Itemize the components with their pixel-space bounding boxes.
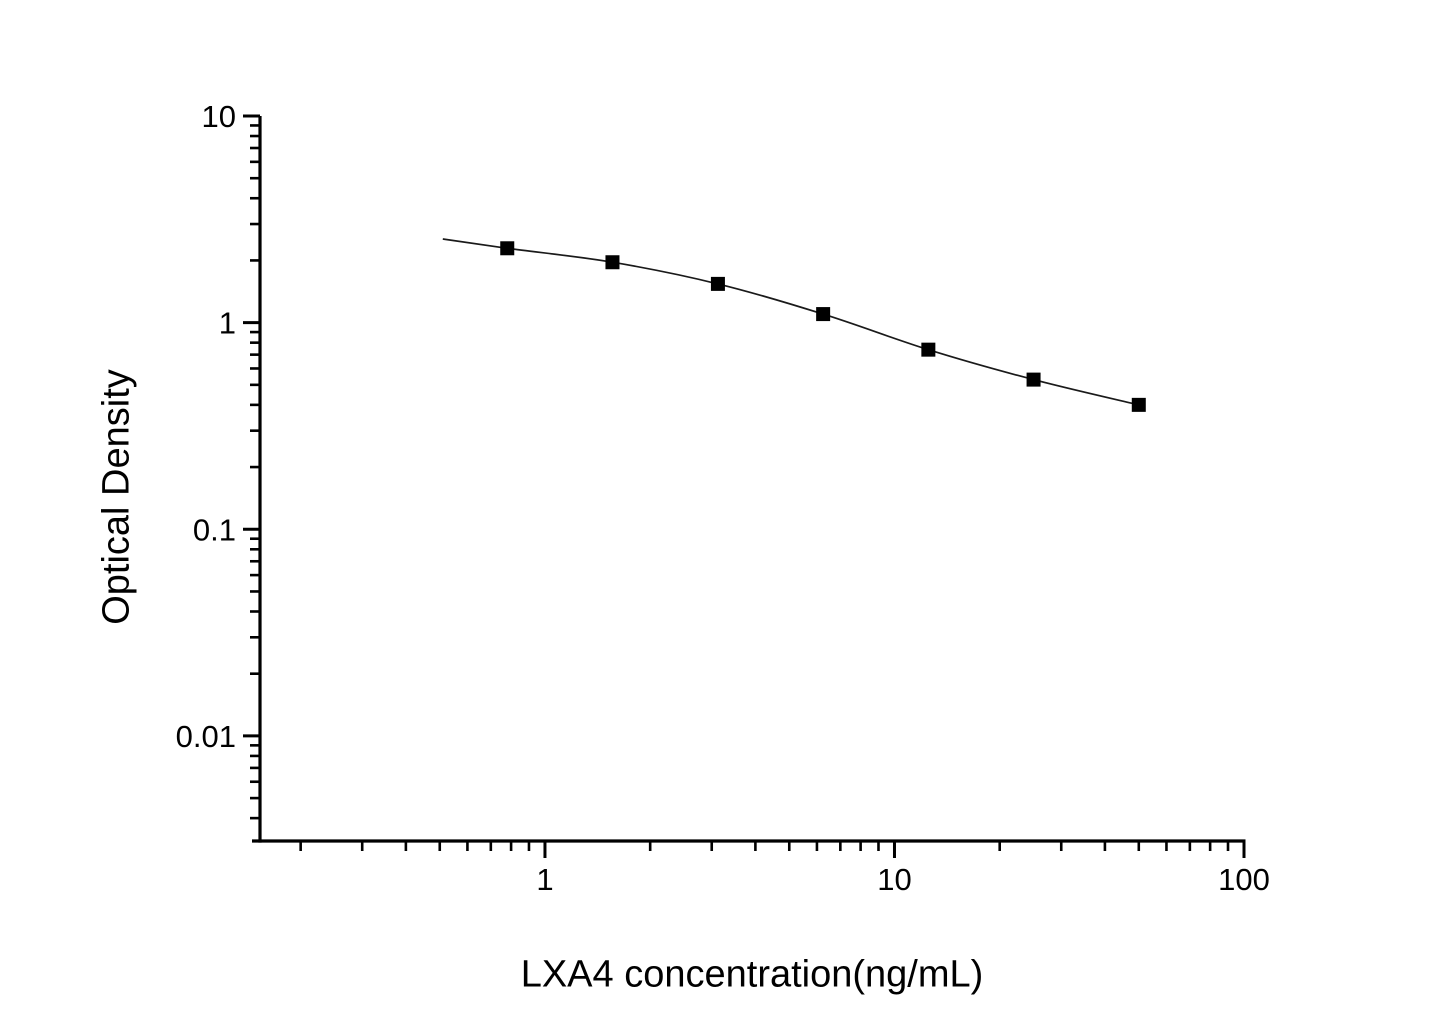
data-point-marker <box>816 307 831 322</box>
data-point-marker <box>1131 397 1146 412</box>
x-axis-title: LXA4 concentration(ng/mL) <box>520 953 984 996</box>
data-point-marker <box>710 276 725 291</box>
data-point-marker <box>500 241 515 256</box>
fit-curve-line <box>442 238 1139 406</box>
data-point-marker <box>1026 372 1041 387</box>
y-tick-label: 0.01 <box>176 719 236 754</box>
data-point-marker <box>605 255 620 270</box>
x-tick-label: 1 <box>536 862 553 897</box>
y-tick-label: 10 <box>202 99 236 134</box>
y-tick-label: 0.1 <box>193 512 236 547</box>
data-point-marker <box>921 342 936 357</box>
y-axis-title: Optical Density <box>95 369 138 625</box>
y-tick-label: 1 <box>219 306 236 341</box>
x-tick-label: 100 <box>1218 862 1270 897</box>
x-tick-label: 10 <box>877 862 911 897</box>
